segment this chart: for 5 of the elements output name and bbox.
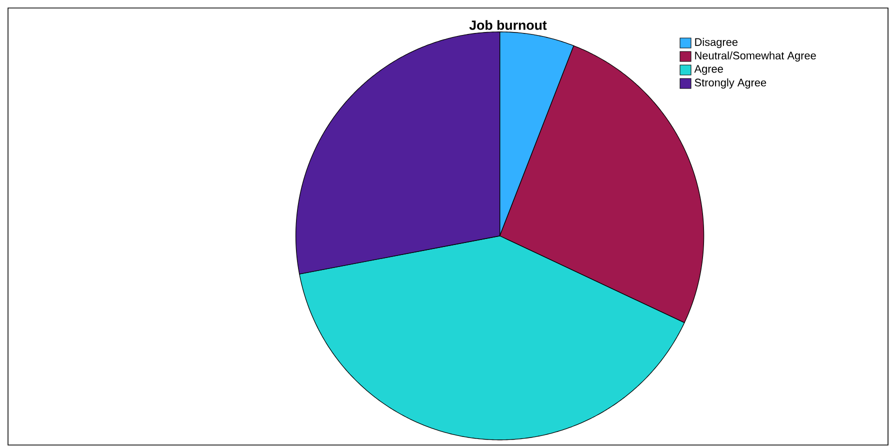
- legend-label: Agree: [694, 65, 723, 75]
- chart-title: Job burnout: [469, 20, 547, 30]
- legend-label: Strongly Agree: [694, 78, 766, 89]
- legend-label: Disagree: [695, 38, 738, 48]
- legend-label: Neutral/Somewhat Agree: [695, 51, 816, 62]
